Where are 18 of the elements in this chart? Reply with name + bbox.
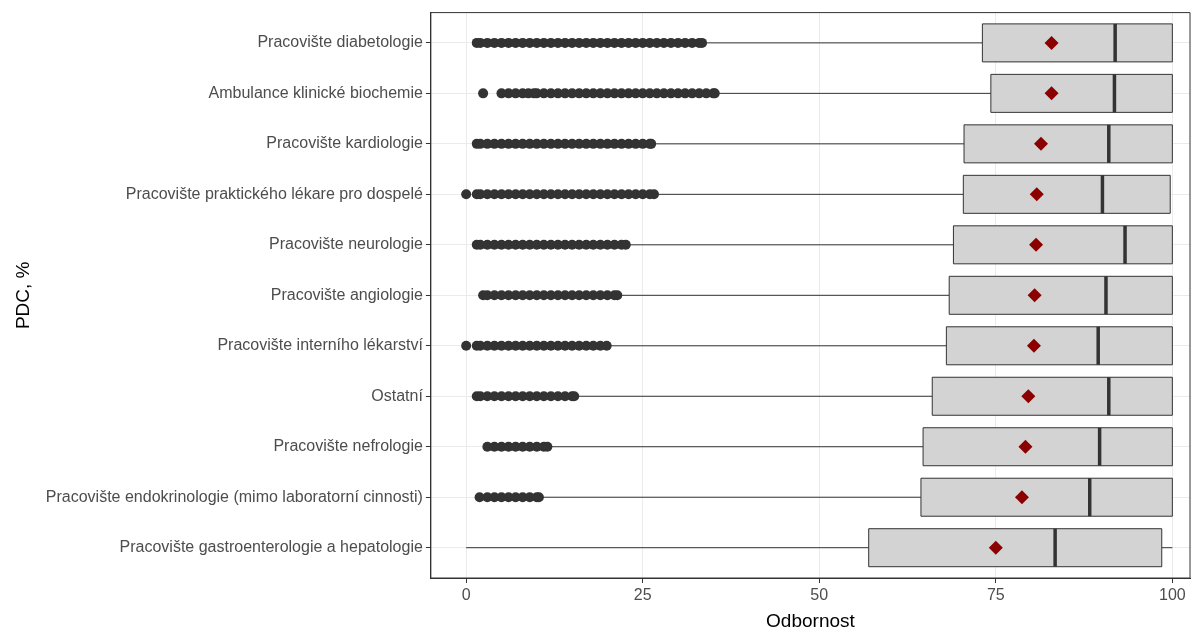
x-axis-title: Odbornost <box>766 609 856 631</box>
y-tick-label: Pracovište diabetologie <box>257 33 423 51</box>
y-tick-label: Ambulance klinické biochemie <box>208 83 423 101</box>
x-tick-label: 0 <box>461 586 471 604</box>
x-tick-label: 100 <box>1158 586 1186 604</box>
y-tick-label: Pracovište nefrologie <box>273 437 423 455</box>
y-tick-label: Ostatní <box>371 386 424 404</box>
y-tick-label: Pracovište kardiologie <box>266 134 423 152</box>
y-axis-title: PDC, % <box>11 261 33 330</box>
y-tick-label: Pracovište gastroenterologie a hepatologie <box>119 538 423 556</box>
x-tick-label: 50 <box>810 586 829 604</box>
y-tick-label: Pracovište interního lékarství <box>217 336 424 354</box>
y-tick-label: Pracovište endokrinologie (mimo laboratorní cinnosti) <box>45 487 423 505</box>
y-tick-label: Pracovište praktického lékare pro dospelé <box>125 184 423 202</box>
y-tick-label: Pracovište angiologie <box>270 285 423 303</box>
y-tick-label: Pracovište neurologie <box>268 235 423 253</box>
x-tick-label: 25 <box>633 586 652 604</box>
x-tick-label: 75 <box>986 586 1005 604</box>
